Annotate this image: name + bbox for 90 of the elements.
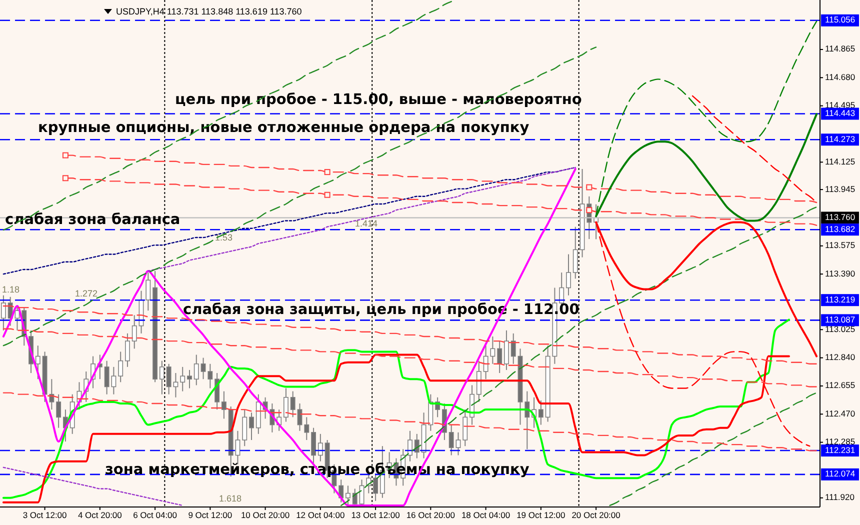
candlestick: [200, 357, 206, 380]
line-series: [2, 166, 576, 275]
y-tick-label: 112.470: [825, 408, 856, 418]
candlestick: [187, 369, 192, 389]
point: [62, 175, 68, 182]
candlestick: [428, 394, 434, 432]
candlestick: [35, 345, 40, 380]
annotation: 1.18: [2, 284, 20, 294]
candlestick: [132, 314, 137, 350]
ref-line-label: 113.682: [825, 224, 856, 234]
line-series: [2, 392, 818, 452]
line-series: [2, 168, 576, 506]
y-tick-label: 113.575: [825, 240, 856, 250]
annotation: 1.53: [215, 232, 233, 242]
candlestick: [159, 360, 164, 395]
line-series: [609, 392, 818, 506]
candlestick: [346, 485, 350, 506]
candlestick: [194, 354, 199, 386]
candlestick: [462, 409, 468, 447]
x-tick-label: 6 Oct 04:00: [133, 510, 178, 520]
y-tick-label: 112.840: [825, 352, 856, 362]
candlestick: [566, 254, 571, 296]
x-tick-label: 9 Oct 12:00: [188, 510, 232, 520]
candlestick: [221, 390, 226, 420]
ref-line-label: 114.273: [825, 134, 856, 144]
ref-line-label: 112.074: [825, 468, 856, 479]
line-series: [2, 46, 597, 346]
text: USDJPY,H4 113.731 113.848 113.619 113.760: [116, 6, 302, 16]
point: [586, 207, 592, 214]
ref-line-label: 113.087: [825, 314, 856, 324]
candlestick: [572, 226, 578, 280]
annotation: крупные опционы, новые отложенные ордера на покупку: [38, 120, 530, 136]
line-series: [692, 95, 818, 204]
x-tick-label: 20 Oct 20:00: [572, 510, 621, 520]
candlestick: [538, 400, 544, 426]
candlestick: [510, 332, 516, 364]
candlestick: [476, 360, 482, 402]
candlestick: [504, 330, 509, 370]
candlestick: [448, 424, 454, 456]
x-tick-label: 3 Oct 12:00: [22, 510, 68, 520]
candlestick: [373, 473, 378, 502]
candlestick: [249, 412, 254, 441]
point: [62, 152, 68, 158]
candlestick: [118, 351, 124, 383]
candlestick: [414, 433, 420, 459]
y-tick-label: 114.495: [825, 100, 856, 110]
y-tick-label: 114.865: [825, 44, 856, 54]
y-tick-label: 111.920: [825, 492, 855, 502]
ref-line-label: 112.231: [825, 444, 856, 455]
y-tick-label: 112.655: [825, 380, 856, 390]
candlestick: [125, 332, 130, 368]
point: [324, 192, 330, 198]
candlestick: [408, 430, 412, 462]
annotation: 1.618: [219, 493, 242, 504]
x-tick-label: 12 Oct 04:00: [296, 510, 346, 520]
ref-line-label: 114.443: [825, 108, 856, 118]
candlestick: [56, 394, 62, 428]
x-tick-label: 16 Oct 20:00: [406, 510, 456, 520]
x-tick-label: 13 Oct 12:00: [351, 510, 400, 520]
candlestick: [0, 294, 6, 331]
candlestick: [208, 363, 213, 389]
x-tick-label: 18 Oct 04:00: [461, 510, 510, 520]
candlestick: [284, 388, 288, 422]
candlestick: [146, 272, 151, 312]
y-tick-label: 114.680: [825, 72, 856, 82]
ref-line-label: 115.056: [825, 14, 856, 25]
x-tick-label: 10 Oct 20:00: [240, 510, 290, 520]
x-tick-label: 4 Oct 20:00: [78, 510, 122, 520]
annotation: 1.414: [355, 218, 378, 228]
candlestick: [290, 390, 296, 418]
candlestick: [456, 432, 461, 456]
x-tick-label: 19 Oct 12:00: [516, 510, 566, 520]
annotation: слабая зона баланса: [5, 212, 180, 228]
y-tick-label: 113.025: [825, 324, 856, 334]
y-tick-label: 113.945: [825, 184, 856, 194]
point: [586, 184, 592, 190]
y-tick-label: 112.285: [825, 436, 856, 447]
y-tick-label: 114.125: [825, 156, 856, 166]
ref-line-label: 113.219: [825, 294, 856, 304]
candlestick: [242, 409, 248, 447]
y-tick-label: 113.390: [825, 268, 856, 278]
candlestick: [311, 427, 316, 464]
candlestick: [318, 433, 323, 462]
candlestick: [304, 416, 310, 441]
annotation: 1.272: [75, 288, 98, 298]
ref-line-label: 113.760: [825, 212, 856, 222]
candlestick: [180, 366, 186, 392]
annotation: цель при пробое - 115.00, выше - маловероятно: [175, 92, 582, 108]
candlestick: [497, 340, 502, 374]
point: [324, 169, 330, 176]
